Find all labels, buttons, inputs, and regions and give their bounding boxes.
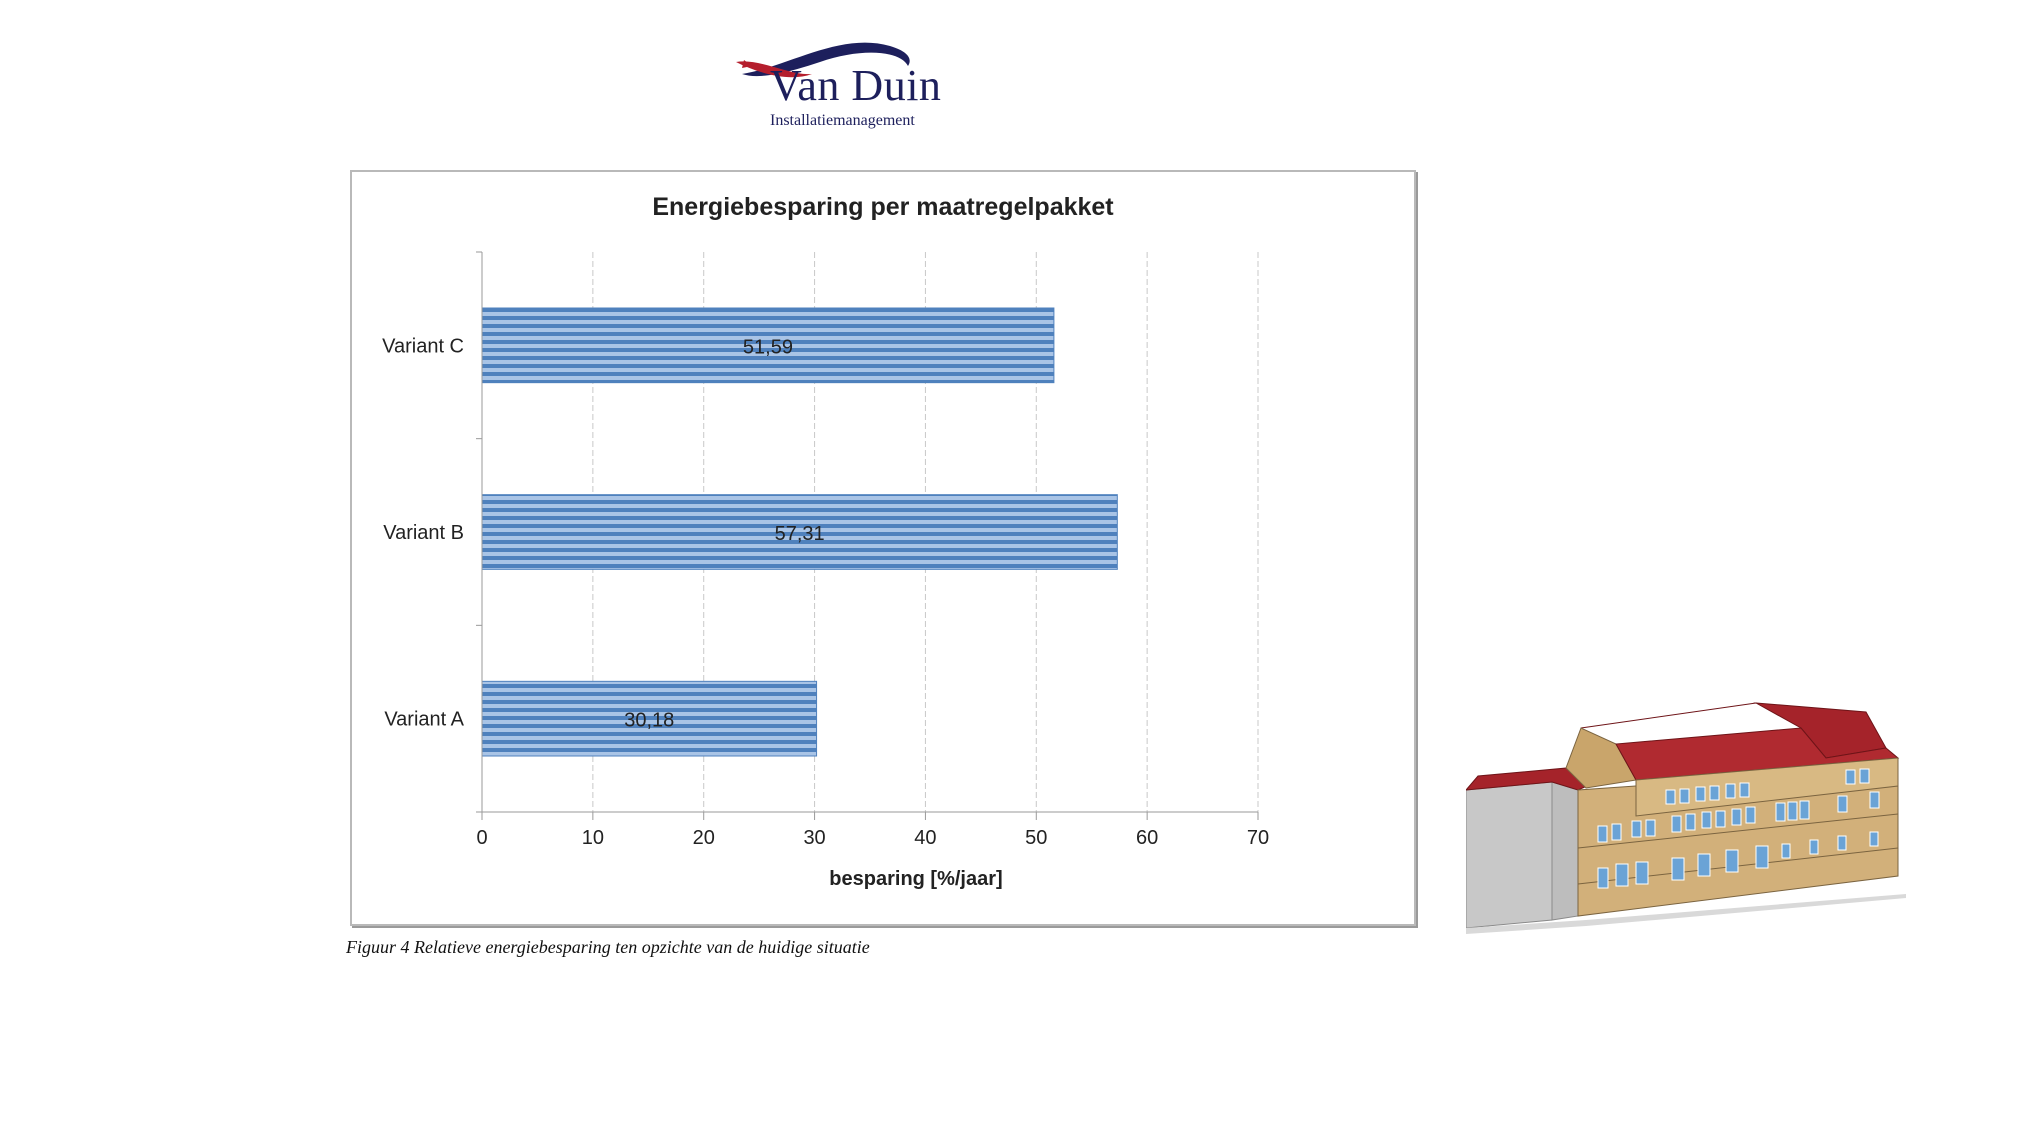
bar-variant-b — [481, 494, 1118, 570]
company-logo: Van Duin Installatiemanagement — [730, 36, 970, 129]
building-3d-icon — [1466, 702, 1906, 934]
y-category-label: Variant B — [383, 522, 464, 544]
building-illustration — [1466, 698, 1906, 948]
x-tick-label: 70 — [1247, 827, 1269, 849]
x-tick-label: 0 — [476, 827, 487, 849]
x-tick-label: 10 — [582, 827, 604, 849]
bars-layer: 30,18 57,31 51,59 — [481, 307, 1118, 757]
bar-value-label: 57,31 — [775, 523, 825, 545]
x-tick-label: 30 — [803, 827, 825, 849]
bar-chart: Energiebesparing per maatregelpakket 30,… — [382, 193, 1269, 890]
y-category-label: Variant C — [382, 335, 464, 357]
y-category-label: Variant A — [384, 709, 464, 731]
bar-variant-c — [481, 307, 1055, 384]
x-tick-label: 60 — [1136, 827, 1158, 849]
logo-subtitle: Installatiemanagement — [770, 112, 915, 129]
x-tick-label: 40 — [914, 827, 936, 849]
figure-caption: Figuur 4 Relatieve energiebesparing ten … — [346, 937, 870, 957]
axis-layer: 0 10 20 30 40 50 60 70 Variant A Variant B Variant… — [382, 251, 1269, 849]
chart-title: Energiebesparing per maatregelpakket — [652, 193, 1114, 221]
logo-swoosh-icon — [736, 42, 910, 78]
x-axis-label: besparing [%/jaar] — [829, 868, 1002, 890]
x-tick-label: 50 — [1025, 827, 1047, 849]
bar-value-label: 51,59 — [743, 336, 793, 358]
bar-value-label: 30,18 — [624, 710, 674, 732]
chart-frame: Energiebesparing per maatregelpakket 30,… — [350, 170, 1416, 926]
x-tick-label: 20 — [693, 827, 715, 849]
logo-name: Van Duin — [770, 61, 942, 110]
